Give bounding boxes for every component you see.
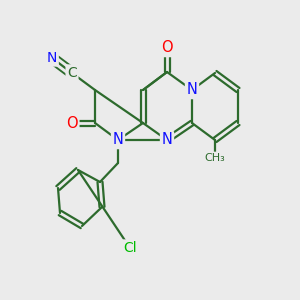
Text: N: N (47, 51, 57, 65)
Text: CH₃: CH₃ (205, 153, 225, 163)
Text: N: N (162, 133, 172, 148)
Text: C: C (67, 66, 77, 80)
Text: Cl: Cl (123, 241, 137, 255)
Text: N: N (112, 133, 123, 148)
Text: O: O (66, 116, 78, 130)
Text: N: N (187, 82, 197, 98)
Text: O: O (161, 40, 173, 56)
